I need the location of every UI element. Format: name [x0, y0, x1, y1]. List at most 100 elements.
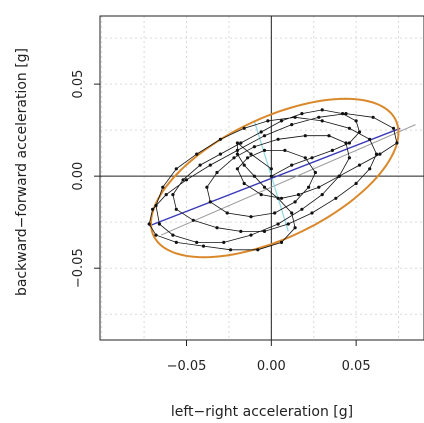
data-point	[252, 145, 256, 149]
data-point	[279, 196, 284, 200]
data-point	[249, 233, 253, 237]
data-point	[273, 211, 277, 215]
data-point	[276, 137, 280, 141]
data-point	[290, 123, 294, 127]
data-point	[198, 163, 202, 167]
data-point	[262, 148, 267, 152]
data-point	[378, 152, 382, 156]
data-point	[320, 193, 324, 197]
data-point	[171, 193, 175, 197]
plot-background	[100, 16, 424, 340]
data-point	[276, 196, 280, 200]
data-point	[208, 200, 212, 204]
data-point	[218, 137, 222, 141]
y-tick-label: 0.05	[71, 70, 86, 99]
data-point	[215, 226, 219, 230]
data-point	[330, 148, 334, 152]
data-point	[256, 248, 260, 252]
data-point	[371, 115, 375, 119]
data-point	[269, 167, 273, 171]
data-point	[246, 156, 250, 160]
data-point	[161, 185, 165, 189]
data-point	[262, 185, 267, 189]
data-point	[235, 141, 239, 145]
major-axis-line	[148, 127, 401, 227]
data-point	[357, 163, 362, 167]
data-point	[303, 134, 307, 138]
data-point	[310, 156, 314, 160]
data-point	[337, 174, 341, 178]
data-point	[300, 112, 304, 116]
data-point	[293, 115, 297, 119]
confidence-ellipse	[150, 97, 400, 259]
data-point	[317, 185, 321, 189]
data-point	[290, 163, 294, 167]
data-point	[195, 152, 199, 156]
data-point	[147, 222, 151, 226]
data-point	[313, 170, 317, 175]
data-point	[208, 163, 212, 167]
data-point	[242, 181, 246, 186]
data-point	[232, 156, 236, 160]
data-point	[164, 193, 168, 197]
data-point	[310, 211, 314, 215]
data-point	[225, 211, 229, 215]
plot-frame	[99, 15, 424, 341]
data-point	[222, 240, 226, 244]
data-point	[276, 222, 280, 226]
data-point	[235, 152, 239, 156]
data-point	[344, 112, 348, 116]
data-point	[269, 174, 273, 178]
data-point	[249, 152, 253, 156]
data-point	[184, 178, 189, 182]
data-point	[317, 115, 321, 119]
data-point	[262, 134, 267, 138]
data-point	[303, 156, 307, 160]
data-point	[395, 141, 399, 145]
data-point	[293, 226, 297, 230]
data-point	[242, 126, 246, 130]
data-point	[279, 240, 284, 244]
data-point	[266, 119, 270, 123]
data-point	[151, 207, 155, 211]
data-point	[154, 233, 158, 237]
x-tick-label: 0.05	[342, 359, 371, 374]
data-point	[239, 141, 243, 145]
x-tick-label: 0.00	[257, 359, 286, 374]
data-point	[157, 222, 161, 226]
data-point	[239, 229, 243, 233]
data-point	[286, 222, 290, 226]
data-point	[368, 137, 372, 141]
data-point	[174, 167, 178, 171]
data-point	[218, 152, 222, 156]
data-point	[347, 156, 351, 160]
x-tick-label: −0.05	[167, 359, 207, 374]
data-point	[344, 141, 348, 145]
data-point	[181, 178, 185, 182]
data-point	[357, 130, 362, 134]
data-point	[354, 181, 358, 186]
trajectory-line	[148, 109, 398, 251]
data-point	[354, 119, 358, 123]
data-point	[249, 215, 253, 219]
data-point	[290, 211, 294, 215]
data-point	[259, 130, 263, 134]
y-tick-label: −0.05	[71, 248, 86, 288]
data-point	[252, 174, 256, 178]
data-point	[174, 240, 178, 244]
x-axis: −0.05 0.00 0.05	[167, 340, 371, 374]
data-point	[300, 207, 304, 211]
data-point	[368, 167, 372, 171]
data-point	[262, 229, 267, 233]
data-point	[195, 240, 199, 244]
data-point	[307, 185, 311, 189]
data-point	[259, 193, 263, 197]
data-point	[320, 108, 324, 112]
data-point	[215, 170, 219, 175]
data-point	[347, 141, 351, 145]
data-point	[205, 185, 209, 189]
data-point	[327, 134, 331, 138]
data-point	[283, 148, 287, 152]
data-point	[154, 204, 158, 208]
data-point	[191, 218, 195, 222]
